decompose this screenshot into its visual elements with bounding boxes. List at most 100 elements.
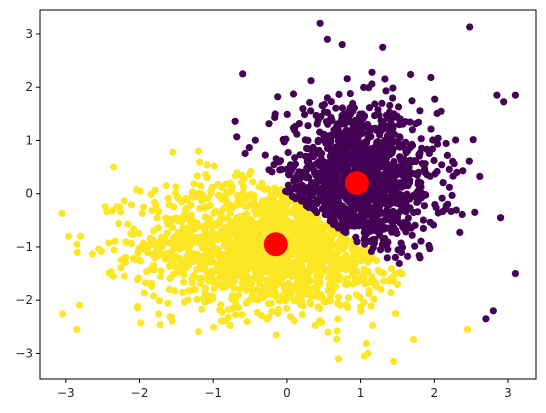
scatter-point-cluster-purple — [404, 252, 412, 260]
scatter-point-cluster-yellow — [275, 305, 283, 313]
scatter-point-cluster-purple — [304, 122, 312, 130]
y-tick-label: 2 — [25, 80, 33, 94]
scatter-point-cluster-purple — [390, 188, 398, 196]
scatter-point-cluster-yellow — [333, 327, 341, 335]
scatter-point-cluster-purple — [346, 90, 354, 98]
scatter-point-cluster-yellow — [326, 297, 335, 305]
scatter-point-cluster-yellow — [324, 328, 332, 336]
scatter-point-cluster-yellow — [311, 321, 319, 330]
scatter-point-cluster-yellow — [168, 224, 176, 232]
scatter-point-cluster-purple — [295, 168, 303, 176]
scatter-point-cluster-yellow — [117, 264, 125, 272]
scatter-point-cluster-purple — [332, 190, 340, 198]
scatter-point-cluster-purple — [341, 162, 349, 170]
scatter-point-cluster-purple — [343, 75, 351, 83]
scatter-point-cluster-yellow — [272, 331, 280, 339]
scatter-point-cluster-purple — [251, 136, 259, 144]
scatter-point-cluster-purple — [353, 126, 361, 134]
scatter-point-cluster-purple — [233, 133, 241, 141]
plot-frame — [39, 9, 537, 380]
scatter-point-cluster-yellow — [156, 321, 164, 329]
scatter-point-cluster-purple — [356, 156, 364, 164]
scatter-point-cluster-purple — [371, 100, 379, 108]
scatter-point-cluster-yellow — [224, 226, 232, 234]
scatter-point-cluster-yellow — [165, 262, 174, 270]
scatter-point-cluster-purple — [374, 106, 382, 114]
scatter-point-cluster-purple — [414, 118, 423, 126]
scatter-point-cluster-purple — [335, 156, 343, 165]
scatter-point-cluster-yellow — [343, 277, 351, 285]
scatter-point-cluster-yellow — [273, 261, 281, 269]
scatter-point-cluster-yellow — [139, 239, 147, 247]
scatter-point-cluster-yellow — [250, 195, 258, 203]
scatter-point-cluster-purple — [344, 127, 352, 135]
scatter-point-cluster-yellow — [387, 265, 395, 273]
scatter-point-cluster-yellow — [203, 275, 211, 283]
scatter-point-cluster-yellow — [286, 228, 294, 236]
scatter-point-cluster-yellow — [230, 284, 238, 292]
scatter-point-cluster-purple — [241, 149, 249, 158]
scatter-point-cluster-yellow — [162, 182, 170, 190]
scatter-point-cluster-purple — [379, 43, 387, 51]
scatter-point-cluster-yellow — [239, 188, 247, 197]
scatter-point-cluster-yellow — [221, 204, 229, 212]
scatter-point-cluster-yellow — [271, 288, 279, 296]
scatter-point-cluster-purple — [374, 217, 382, 225]
scatter-point-cluster-purple — [276, 166, 284, 174]
scatter-point-cluster-purple — [307, 107, 315, 115]
scatter-point-cluster-purple — [511, 91, 519, 99]
scatter-point-cluster-purple — [489, 307, 497, 315]
scatter-point-cluster-yellow — [236, 241, 244, 249]
scatter-point-cluster-yellow — [153, 214, 161, 222]
scatter-point-cluster-yellow — [258, 291, 266, 299]
scatter-point-cluster-yellow — [105, 239, 113, 247]
scatter-point-cluster-yellow — [297, 301, 305, 309]
scatter-point-cluster-yellow — [208, 240, 216, 248]
scatter-point-cluster-yellow — [73, 240, 81, 248]
scatter-point-cluster-yellow — [225, 260, 233, 268]
scatter-point-cluster-purple — [369, 244, 377, 252]
scatter-point-cluster-yellow — [240, 194, 248, 202]
scatter-point-cluster-yellow — [170, 203, 178, 211]
scatter-point-cluster-purple — [379, 223, 387, 231]
scatter-point-cluster-purple — [327, 148, 336, 156]
scatter-point-cluster-yellow — [238, 260, 247, 268]
scatter-point-cluster-yellow — [64, 232, 73, 240]
scatter-point-cluster-purple — [413, 171, 421, 179]
scatter-point-cluster-purple — [320, 108, 328, 116]
scatter-point-cluster-purple — [307, 77, 315, 85]
scatter-point-cluster-yellow — [149, 236, 157, 244]
scatter-point-cluster-purple — [324, 179, 332, 187]
scatter-point-cluster-purple — [390, 110, 398, 118]
scatter-point-cluster-purple — [434, 140, 442, 148]
scatter-point-cluster-purple — [407, 169, 416, 177]
scatter-point-cluster-purple — [379, 140, 387, 148]
scatter-point-cluster-yellow — [311, 222, 319, 230]
scatter-point-cluster-yellow — [267, 197, 275, 205]
scatter-point-cluster-purple — [332, 104, 340, 112]
scatter-point-cluster-purple — [394, 103, 403, 111]
scatter-point-cluster-yellow — [234, 291, 243, 299]
scatter-point-cluster-yellow — [199, 253, 207, 261]
scatter-point-cluster-yellow — [190, 180, 198, 188]
scatter-point-cluster-yellow — [172, 183, 180, 191]
scatter-point-cluster-purple — [302, 152, 310, 161]
scatter-point-cluster-yellow — [283, 304, 291, 312]
scatter-point-cluster-purple — [389, 207, 397, 215]
scatter-point-cluster-yellow — [180, 278, 188, 286]
scatter-point-cluster-purple — [331, 167, 339, 175]
scatter-point-cluster-yellow — [137, 319, 145, 327]
scatter-point-cluster-yellow — [185, 247, 193, 255]
scatter-point-cluster-purple — [386, 151, 394, 159]
scatter-point-cluster-purple — [417, 135, 425, 143]
scatter-point-cluster-yellow — [257, 217, 265, 226]
scatter-point-cluster-purple — [390, 158, 398, 166]
scatter-point-cluster-purple — [283, 165, 291, 173]
centroid-marker-1 — [344, 171, 369, 196]
scatter-point-cluster-purple — [426, 245, 434, 253]
scatter-point-cluster-yellow — [197, 274, 205, 282]
scatter-point-cluster-yellow — [226, 205, 234, 214]
scatter-point-cluster-yellow — [166, 274, 174, 282]
